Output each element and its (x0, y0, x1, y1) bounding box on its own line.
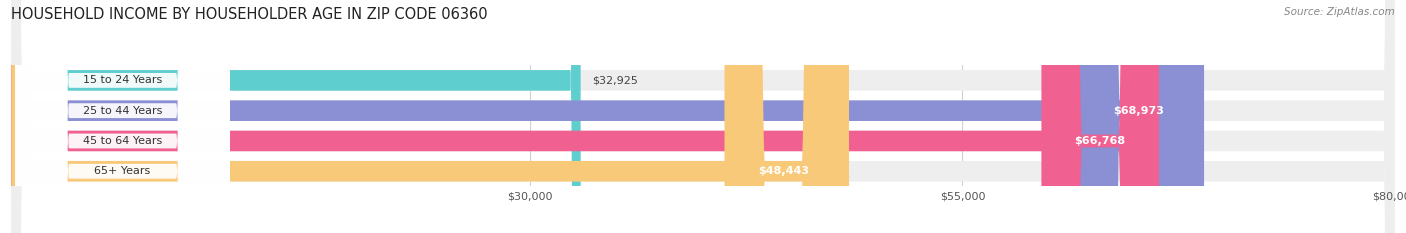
FancyBboxPatch shape (11, 0, 1204, 233)
FancyBboxPatch shape (15, 0, 229, 233)
FancyBboxPatch shape (11, 0, 1166, 233)
FancyBboxPatch shape (1080, 0, 1197, 233)
FancyBboxPatch shape (11, 0, 581, 233)
FancyBboxPatch shape (15, 0, 229, 233)
Text: 45 to 64 Years: 45 to 64 Years (83, 136, 162, 146)
Text: 65+ Years: 65+ Years (94, 166, 150, 176)
Text: $68,973: $68,973 (1114, 106, 1164, 116)
FancyBboxPatch shape (11, 0, 1395, 233)
Text: $66,768: $66,768 (1074, 136, 1126, 146)
Text: 25 to 44 Years: 25 to 44 Years (83, 106, 162, 116)
Text: 15 to 24 Years: 15 to 24 Years (83, 75, 162, 85)
FancyBboxPatch shape (11, 0, 1395, 233)
FancyBboxPatch shape (724, 0, 842, 233)
Text: Source: ZipAtlas.com: Source: ZipAtlas.com (1284, 7, 1395, 17)
FancyBboxPatch shape (11, 0, 1395, 233)
Text: $32,925: $32,925 (592, 75, 637, 85)
FancyBboxPatch shape (11, 0, 849, 233)
FancyBboxPatch shape (15, 0, 229, 233)
FancyBboxPatch shape (11, 0, 1395, 233)
Text: HOUSEHOLD INCOME BY HOUSEHOLDER AGE IN ZIP CODE 06360: HOUSEHOLD INCOME BY HOUSEHOLDER AGE IN Z… (11, 7, 488, 22)
Text: $48,443: $48,443 (758, 166, 808, 176)
FancyBboxPatch shape (1042, 0, 1159, 233)
FancyBboxPatch shape (15, 0, 229, 233)
